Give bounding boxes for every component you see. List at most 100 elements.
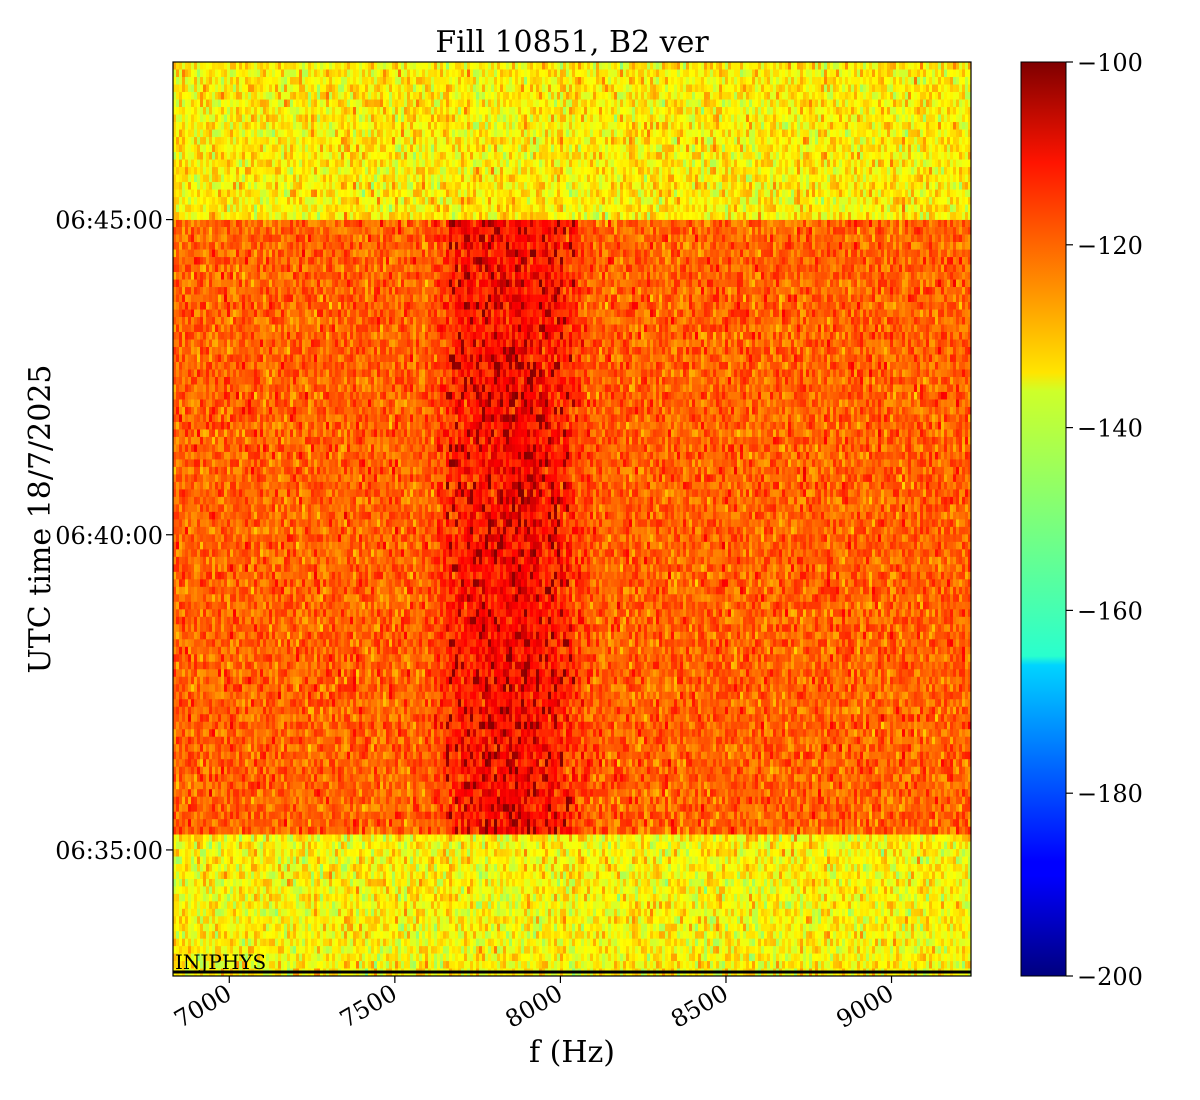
heatmap-cell <box>437 909 441 917</box>
heatmap-cell <box>218 886 222 894</box>
heatmap-cell <box>659 909 663 917</box>
heatmap-cell <box>392 886 396 894</box>
heatmap-cell <box>809 909 813 917</box>
heatmap-cell <box>776 901 780 909</box>
heatmap-cell <box>677 886 681 894</box>
heatmap-cell <box>851 894 855 902</box>
heatmap-cell <box>824 849 828 857</box>
heatmap-cell <box>425 916 429 924</box>
heatmap-cell <box>353 864 357 872</box>
heatmap-cell <box>275 901 279 909</box>
heatmap-cell <box>629 886 633 894</box>
heatmap-cell <box>689 834 693 842</box>
heatmap-cell <box>818 842 822 850</box>
heatmap-cell <box>530 872 534 880</box>
heatmap-cell <box>740 849 744 857</box>
heatmap-cell <box>929 864 933 872</box>
heatmap-cell <box>701 879 705 887</box>
heatmap-cell <box>239 834 243 842</box>
heatmap-cell <box>902 909 906 917</box>
heatmap-cell <box>554 916 558 924</box>
heatmap-cell <box>539 894 543 902</box>
heatmap-cell <box>425 849 429 857</box>
heatmap-cell <box>362 857 366 865</box>
heatmap-cell <box>551 834 555 842</box>
heatmap-cell <box>869 879 873 887</box>
heatmap-cell <box>890 849 894 857</box>
heatmap-cell <box>869 857 873 865</box>
heatmap-cell <box>518 886 522 894</box>
heatmap-cell <box>707 857 711 865</box>
heatmap-cell <box>470 842 474 850</box>
heatmap-cell <box>965 842 969 850</box>
heatmap-cell <box>425 834 429 842</box>
heatmap-cell <box>623 886 627 894</box>
heatmap-cell <box>869 849 873 857</box>
heatmap-cell <box>350 886 354 894</box>
heatmap-cell <box>431 857 435 865</box>
heatmap-cell <box>248 842 252 850</box>
heatmap-cell <box>329 834 333 842</box>
heatmap-cell <box>464 916 468 924</box>
heatmap-cell <box>191 834 195 842</box>
heatmap-cell <box>650 894 654 902</box>
heatmap-cell <box>482 842 486 850</box>
heatmap-cell <box>251 857 255 865</box>
heatmap-cell <box>710 916 714 924</box>
heatmap-cell <box>458 872 462 880</box>
heatmap-cell <box>665 872 669 880</box>
heatmap-cell <box>755 842 759 850</box>
heatmap-cell <box>254 842 258 850</box>
heatmap-cell <box>272 916 276 924</box>
heatmap-cell <box>791 894 795 902</box>
heatmap-cell <box>227 901 231 909</box>
heatmap-cell <box>206 894 210 902</box>
heatmap-cell <box>440 901 444 909</box>
heatmap-cell <box>323 901 327 909</box>
heatmap-cell <box>692 834 696 842</box>
heatmap-cell <box>404 834 408 842</box>
heatmap-cell <box>950 864 954 872</box>
heatmap-cell <box>386 842 390 850</box>
heatmap-cell <box>872 879 876 887</box>
heatmap-cell <box>749 909 753 917</box>
heatmap-cell <box>488 886 492 894</box>
heatmap-cell <box>734 879 738 887</box>
heatmap-cell <box>647 909 651 917</box>
heatmap-cell <box>242 916 246 924</box>
heatmap-cell <box>770 849 774 857</box>
heatmap-cell <box>707 901 711 909</box>
heatmap-cell <box>311 894 315 902</box>
heatmap-cell <box>245 857 249 865</box>
heatmap-cell <box>221 894 225 902</box>
heatmap-cell <box>956 864 960 872</box>
heatmap-cell <box>389 901 393 909</box>
heatmap-cell <box>287 894 291 902</box>
heatmap-cell <box>704 857 708 865</box>
heatmap-cell <box>452 849 456 857</box>
heatmap-cell <box>956 872 960 880</box>
heatmap-cell <box>737 864 741 872</box>
heatmap-cell <box>308 834 312 842</box>
heatmap-cell <box>803 879 807 887</box>
heatmap-cell <box>521 849 525 857</box>
heatmap-cell <box>566 857 570 865</box>
heatmap-cell <box>203 901 207 909</box>
heatmap-cell <box>950 849 954 857</box>
heatmap-cell <box>338 894 342 902</box>
heatmap-cell <box>617 864 621 872</box>
heatmap-cell <box>233 879 237 887</box>
heatmap-cell <box>695 901 699 909</box>
heatmap-cell <box>677 901 681 909</box>
heatmap-cell <box>584 849 588 857</box>
heatmap-cell <box>185 864 189 872</box>
heatmap-cell <box>920 842 924 850</box>
heatmap-cell <box>794 886 798 894</box>
heatmap-cell <box>413 879 417 887</box>
heatmap-cell <box>935 834 939 842</box>
heatmap-cell <box>239 894 243 902</box>
heatmap-cell <box>878 894 882 902</box>
heatmap-cell <box>395 894 399 902</box>
heatmap-cell <box>206 864 210 872</box>
